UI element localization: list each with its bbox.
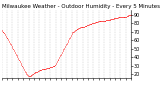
Text: Milwaukee Weather - Outdoor Humidity - Every 5 Minutes (Last 24 Hours): Milwaukee Weather - Outdoor Humidity - E… — [2, 4, 160, 9]
